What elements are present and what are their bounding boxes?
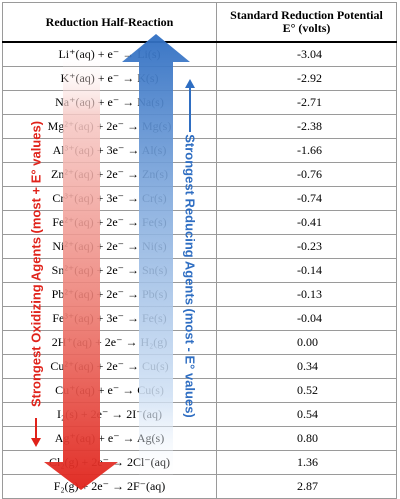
potential-cell: -2.38 [216,114,397,139]
table-row: 2H⁺(aq) + 2e⁻ → H₂(g) 0.00 [2,330,397,355]
reaction-cell: K⁺(aq) + e⁻ → K(s) [2,66,217,91]
potential-cell: 2.87 [216,474,397,499]
potential-cell: -1.66 [216,138,397,163]
reaction-cell: Na⁺(aq) + e⁻ → Na(s) [2,90,217,115]
potential-cell: -0.23 [216,234,397,259]
table-row: Fe²⁺(aq) + 2e⁻ → Fe(s) -0.41 [2,210,397,235]
table-row: K⁺(aq) + e⁻ → K(s) -2.92 [2,66,397,91]
table-row: Cl₂(g) + 2e⁻ → 2Cl⁻(aq) 1.36 [2,450,397,475]
table-row: Na⁺(aq) + e⁻ → Na(s) -2.71 [2,90,397,115]
potential-cell: -3.04 [216,41,397,67]
potential-cell: -0.74 [216,186,397,211]
reducing-agents-text: Strongest Reducing Agents (most - E° val… [182,134,198,418]
table-row: Zn²⁺(aq) + 2e⁻ → Zn(s) -0.76 [2,162,397,187]
potential-cell: -2.71 [216,90,397,115]
table-row: I₂(s) + 2e⁻ → 2I⁻(aq) 0.54 [2,402,397,427]
reaction-cell: Ag⁺(aq) + e⁻ → Ag(s) [2,426,217,451]
table-row: F₂(g) + 2e⁻ → 2F⁻(aq) 2.87 [2,474,397,499]
table-row: Pb²⁺(aq) + 2e⁻ → Pb(s) -0.13 [2,282,397,307]
header-potential-line2: E° (volts) [282,21,331,35]
potential-cell: -0.14 [216,258,397,283]
table-body: Li⁺(aq) + e⁻ → Li(s) -3.04 K⁺(aq) + e⁻ → K… [2,41,397,499]
potential-cell: 0.52 [216,378,397,403]
reaction-cell: Li⁺(aq) + e⁻ → Li(s) [2,41,217,67]
potential-cell: -0.04 [216,306,397,331]
reaction-cell: F₂(g) + 2e⁻ → 2F⁻(aq) [2,474,217,499]
potential-cell: 0.80 [216,426,397,451]
potential-cell: 0.54 [216,402,397,427]
potential-cell: 1.36 [216,450,397,475]
table-row: Cu²⁺(aq) + 2e⁻ → Cu(s) 0.34 [2,354,397,379]
header-reaction: Reduction Half-Reaction [2,2,217,43]
potential-cell: -0.41 [216,210,397,235]
reaction-cell: Cl₂(g) + 2e⁻ → 2Cl⁻(aq) [2,450,217,475]
header-potential-line1: Standard Reduction Potential [230,8,383,22]
potential-cell: -0.76 [216,162,397,187]
table-row: Ni²⁺(aq) + 2e⁻ → Ni(s) -0.23 [2,234,397,259]
table-row: Cu⁺(aq) + e⁻ → Cu(s) 0.52 [2,378,397,403]
table-header-row: Reduction Half-Reaction Standard Reducti… [2,2,397,43]
table-row: Fe³⁺(aq) + 3e⁻ → Fe(s) -0.04 [2,306,397,331]
table-row: Ag⁺(aq) + e⁻ → Ag(s) 0.80 [2,426,397,451]
table-row: Mg²⁺(aq) + 2e⁻ → Mg(s) -2.38 [2,114,397,139]
potential-cell: -2.92 [216,66,397,91]
potential-cell: -0.13 [216,282,397,307]
table-row: Al³⁺(aq) + 3e⁻ → Al(s) -1.66 [2,138,397,163]
table-row: Cr³⁺(aq) + 3e⁻ → Cr(s) -0.74 [2,186,397,211]
table-row: Sn²⁺(aq) + 2e⁻ → Sn(s) -0.14 [2,258,397,283]
potential-cell: 0.34 [216,354,397,379]
table-row: Li⁺(aq) + e⁻ → Li(s) -3.04 [2,41,397,67]
potential-cell: 0.00 [216,330,397,355]
header-potential: Standard Reduction Potential E° (volts) [216,2,397,43]
header-reaction-label: Reduction Half-Reaction [45,14,174,29]
oxidizing-agents-text: Strongest Oxidizing Agents (most + E° va… [28,120,44,408]
